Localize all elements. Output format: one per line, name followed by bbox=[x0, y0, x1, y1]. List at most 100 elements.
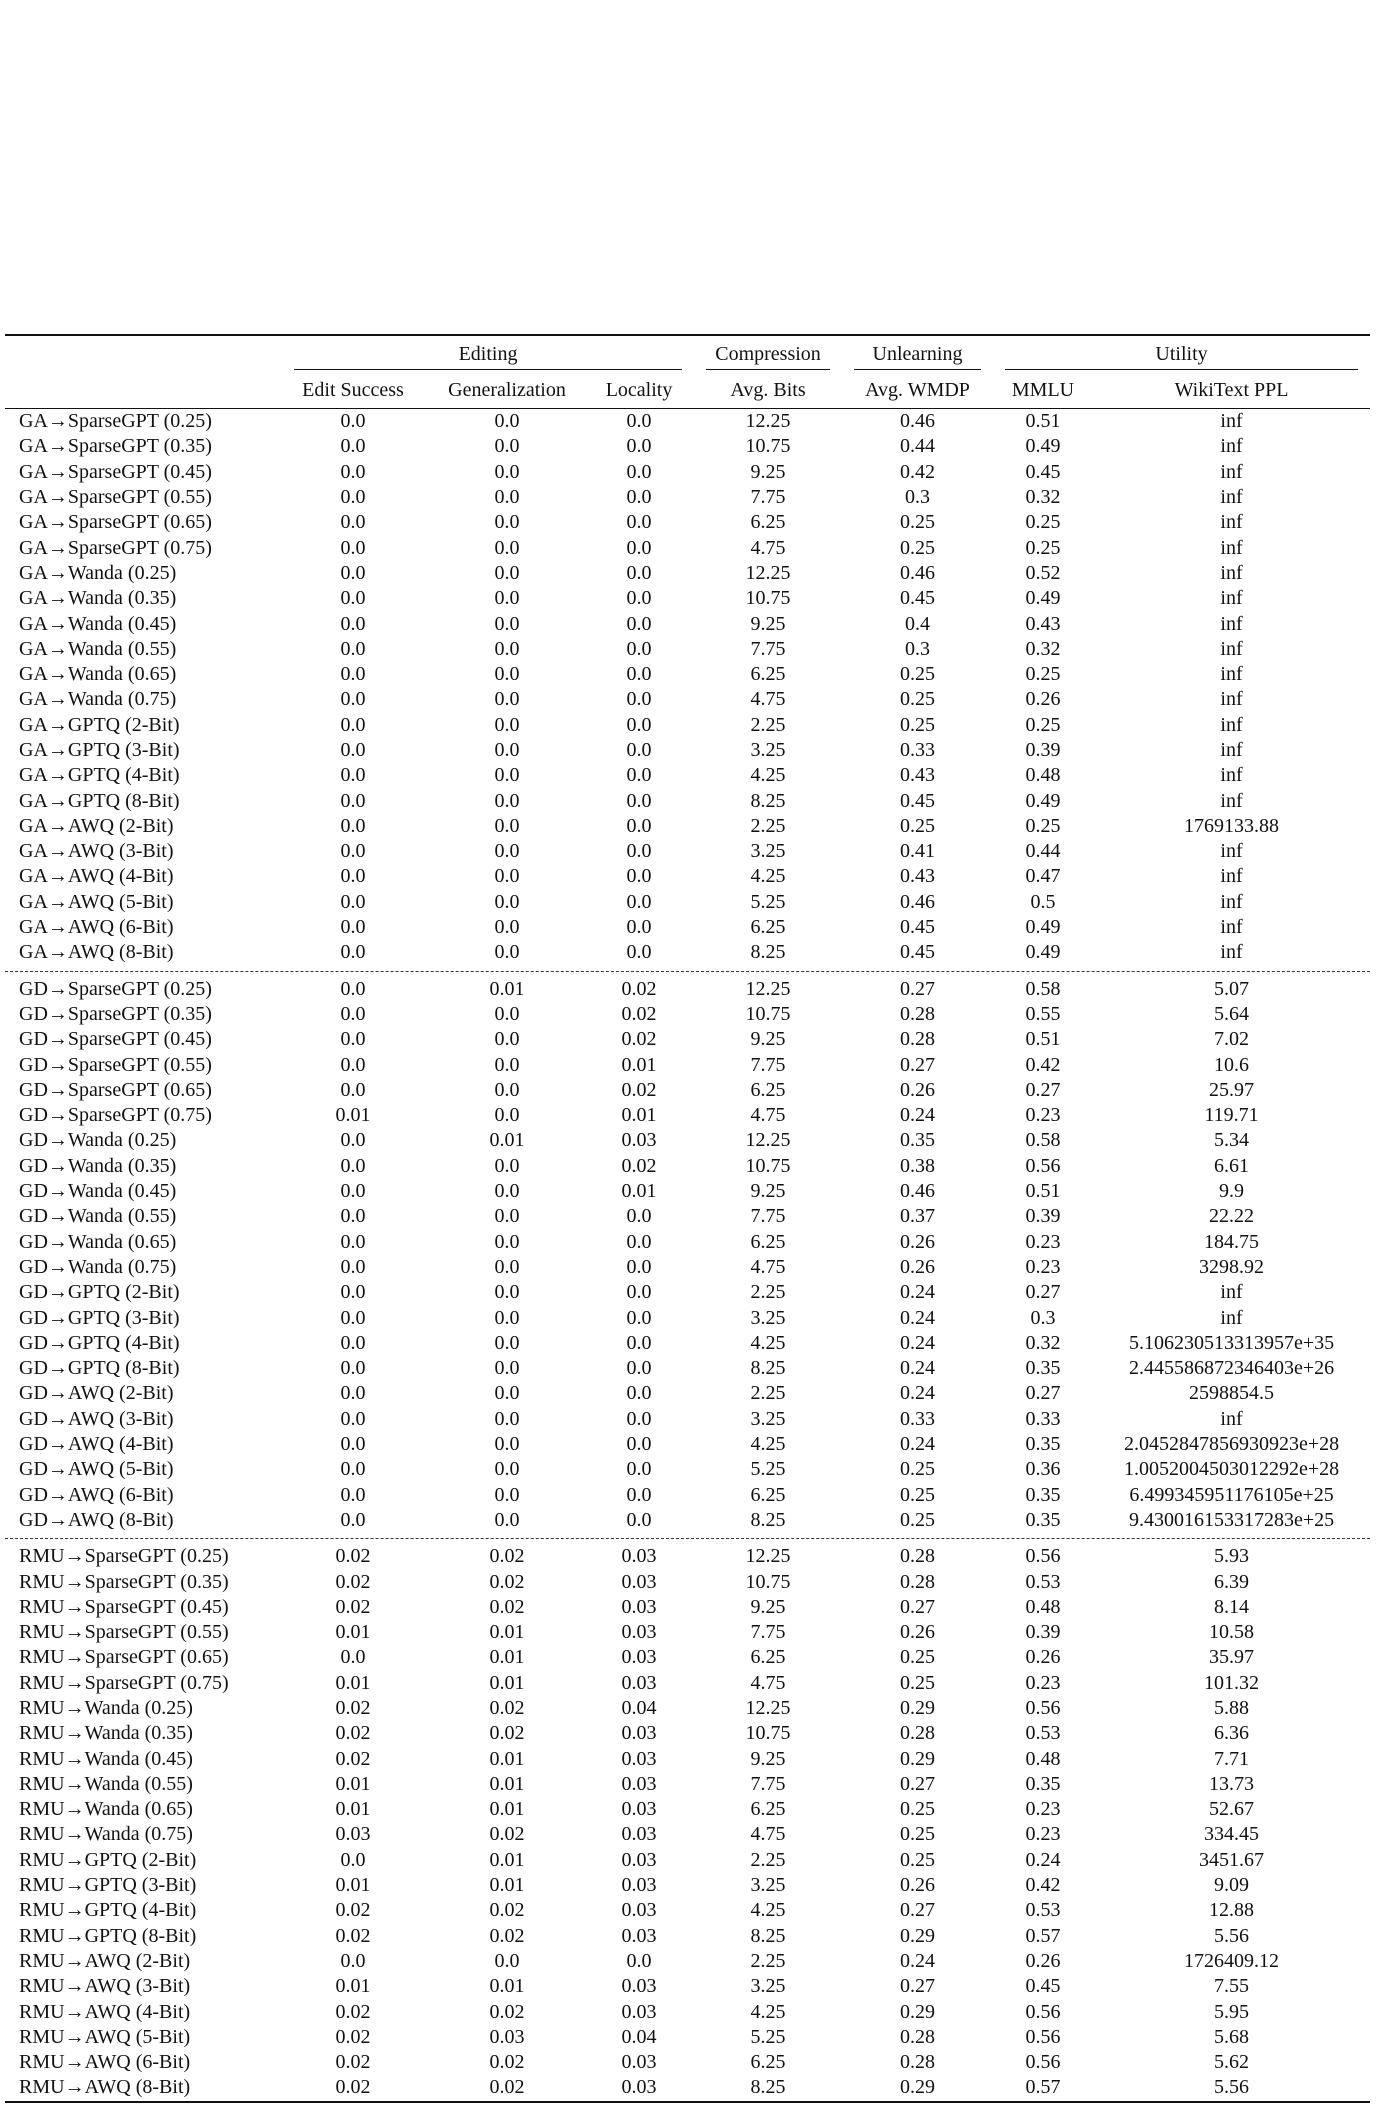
generalization-cell: 0.02 bbox=[489, 1595, 525, 1618]
label-header bbox=[5, 373, 276, 409]
dashed-rule bbox=[5, 970, 1371, 972]
generalization-cell: 0.0 bbox=[494, 663, 520, 686]
locality-cell: 0.03 bbox=[621, 2051, 657, 2074]
locality-cell: 0.0 bbox=[626, 587, 652, 610]
table-row: RMU→GPTQ (8-Bit) 0.02 0.02 0.03 8.25 0.29 0.57… bbox=[5, 1924, 1370, 1949]
wikitext-ppl-cell: 1726409.12 bbox=[1184, 1949, 1280, 1972]
edit-success-cell: 0.01 bbox=[335, 1621, 371, 1644]
table-row: RMU→SparseGPT (0.45) 0.02 0.02 0.03 9.25 0.27… bbox=[5, 1595, 1370, 1620]
avg-bits-cell: 10.75 bbox=[745, 1722, 791, 1745]
wikitext-ppl-cell: 5.62 bbox=[1214, 2051, 1250, 2074]
table-row: GD→Wanda (0.25) 0.0 0.01 0.03 12.25 0.35 0.58 5… bbox=[5, 1128, 1370, 1153]
wikitext-ppl-cell: 5.68 bbox=[1214, 2025, 1250, 2048]
wikitext-ppl-cell: inf bbox=[1220, 587, 1243, 610]
locality-cell: 0.04 bbox=[621, 1696, 657, 1719]
wikitext-ppl-cell: 6.39 bbox=[1214, 1570, 1250, 1593]
edit-success-cell: 0.0 bbox=[340, 977, 366, 1000]
generalization-cell: 0.02 bbox=[489, 2000, 525, 2023]
table-row: RMU→SparseGPT (0.35) 0.02 0.02 0.03 10.75 0.2… bbox=[5, 1569, 1370, 1594]
avg-wmdp-cell: 0.41 bbox=[900, 840, 936, 863]
mmlu-cell: 0.25 bbox=[1025, 663, 1061, 686]
edit-success-cell: 0.0 bbox=[340, 1028, 366, 1051]
table-row: GD→Wanda (0.55) 0.0 0.0 0.0 7.75 0.37 0.39 22.2… bbox=[5, 1204, 1370, 1229]
mmlu-cell: 0.43 bbox=[1025, 612, 1061, 635]
avg-bits-cell: 6.25 bbox=[750, 1646, 786, 1669]
avg-wmdp-cell: 0.25 bbox=[900, 511, 936, 534]
generalization-cell: 0.0 bbox=[494, 1357, 520, 1380]
edit-success-cell: 0.0 bbox=[340, 435, 366, 458]
col-edit-success: Edit Success bbox=[302, 379, 404, 401]
avg-bits-cell: 4.75 bbox=[750, 1671, 786, 1694]
table-row: RMU→Wanda (0.25) 0.02 0.02 0.04 12.25 0.29 0.5… bbox=[5, 1696, 1370, 1721]
generalization-cell: 0.0 bbox=[494, 1331, 520, 1354]
wikitext-ppl-cell: inf bbox=[1220, 1407, 1243, 1430]
row-label-cell: RMU→SparseGPT (0.35) bbox=[19, 1570, 229, 1593]
avg-wmdp-cell: 0.25 bbox=[900, 1458, 936, 1481]
table-row: GA→GPTQ (4-Bit) 0.0 0.0 0.0 4.25 0.43 0.48 inf bbox=[5, 763, 1370, 788]
row-label-cell: RMU→SparseGPT (0.55) bbox=[19, 1621, 229, 1644]
avg-wmdp-cell: 0.28 bbox=[900, 2051, 936, 2074]
avg-bits-cell: 8.25 bbox=[694, 2075, 843, 2103]
table-row: GD→SparseGPT (0.55) 0.0 0.0 0.01 7.75 0.27 0.4… bbox=[5, 1052, 1370, 1077]
wikitext-ppl-cell: 5.64 bbox=[1214, 1002, 1250, 1025]
table-row: GA→SparseGPT (0.65) 0.0 0.0 0.0 6.25 0.25 0.25… bbox=[5, 510, 1370, 535]
mmlu-cell: 0.49 bbox=[1025, 916, 1061, 939]
avg-bits-cell: 12.25 bbox=[745, 1696, 791, 1719]
edit-success-cell: 0.02 bbox=[276, 2075, 430, 2103]
table-row: RMU→GPTQ (2-Bit) 0.0 0.01 0.03 2.25 0.25 0.24 3… bbox=[5, 1848, 1370, 1873]
wikitext-ppl-cell: 6.36 bbox=[1214, 1722, 1250, 1745]
edit-success-cell: 0.01 bbox=[335, 1798, 371, 1821]
avg-wmdp-cell: 0.29 bbox=[842, 2075, 994, 2103]
avg-wmdp-cell: 0.37 bbox=[900, 1205, 936, 1228]
row-label-cell: GA→SparseGPT (0.55) bbox=[19, 486, 212, 509]
group-editing-label: Editing bbox=[294, 339, 683, 370]
wikitext-ppl-cell: inf bbox=[1220, 764, 1243, 787]
wikitext-ppl-cell: 5.88 bbox=[1214, 1696, 1250, 1719]
table-row: GD→AWQ (8-Bit) 0.0 0.0 0.0 8.25 0.25 0.35 9.430… bbox=[5, 1508, 1370, 1533]
generalization-cell: 0.02 bbox=[489, 1899, 525, 1922]
table-row: GD→AWQ (5-Bit) 0.0 0.0 0.0 5.25 0.25 0.36 1.005… bbox=[5, 1457, 1370, 1482]
wikitext-ppl-cell: 7.02 bbox=[1214, 1028, 1250, 1051]
generalization-cell: 0.0 bbox=[494, 1508, 520, 1531]
generalization-cell: 0.0 bbox=[494, 739, 520, 761]
generalization-cell: 0.01 bbox=[489, 1747, 525, 1770]
edit-success-cell: 0.02 bbox=[335, 2051, 371, 2074]
locality-cell: 0.02 bbox=[621, 1028, 657, 1051]
avg-wmdp-cell: 0.27 bbox=[900, 1053, 936, 1076]
edit-success-cell: 0.0 bbox=[340, 486, 366, 509]
row-label-cell: RMU→AWQ (6-Bit) bbox=[19, 2051, 191, 2074]
table-row: GD→Wanda (0.75) 0.0 0.0 0.0 4.75 0.26 0.23 3298… bbox=[5, 1255, 1370, 1280]
edit-success-cell: 0.0 bbox=[340, 1357, 366, 1380]
mmlu-cell: 0.27 bbox=[1025, 1281, 1061, 1304]
edit-success-cell: 0.01 bbox=[335, 1975, 371, 1998]
col-mmlu: MMLU bbox=[1011, 379, 1075, 401]
group-utility: Utility bbox=[993, 335, 1370, 373]
avg-wmdp-cell: 0.25 bbox=[900, 688, 936, 711]
row-label-cell: GA→AWQ (8-Bit) bbox=[19, 941, 174, 964]
mmlu-cell: 0.55 bbox=[1025, 1002, 1061, 1025]
table-row: RMU→AWQ (4-Bit) 0.02 0.02 0.03 4.25 0.29 0.56 5… bbox=[5, 1999, 1370, 2024]
row-label-cell: RMU→AWQ (8-Bit) bbox=[5, 2075, 276, 2103]
edit-success-cell: 0.0 bbox=[340, 1646, 366, 1669]
wikitext-ppl-cell: 184.75 bbox=[1204, 1230, 1260, 1253]
col-avg-bits: Avg. Bits bbox=[730, 379, 806, 401]
locality-cell: 0.0 bbox=[626, 840, 652, 863]
wikitext-ppl-cell: inf bbox=[1220, 511, 1243, 534]
row-label-cell: GA→Wanda (0.75) bbox=[19, 688, 177, 711]
avg-wmdp-cell: 0.28 bbox=[900, 1028, 936, 1051]
edit-success-cell: 0.0 bbox=[340, 713, 366, 736]
row-label-cell: RMU→Wanda (0.45) bbox=[19, 1747, 193, 1770]
table-row: GD→SparseGPT (0.25) 0.0 0.01 0.02 12.25 0.27 0… bbox=[5, 977, 1370, 1002]
wikitext-ppl-cell: 9.9 bbox=[1219, 1180, 1245, 1203]
row-label-cell: RMU→SparseGPT (0.45) bbox=[19, 1595, 229, 1618]
row-label-cell: GD→AWQ (4-Bit) bbox=[19, 1433, 174, 1456]
locality-cell: 0.0 bbox=[626, 1306, 652, 1329]
row-label-cell: RMU→AWQ (5-Bit) bbox=[19, 2025, 191, 2048]
avg-wmdp-cell: 0.24 bbox=[900, 1357, 936, 1380]
avg-wmdp-cell: 0.28 bbox=[900, 1570, 936, 1593]
avg-bits-cell: 5.25 bbox=[750, 2025, 786, 2048]
generalization-cell: 0.01 bbox=[489, 1874, 525, 1897]
avg-bits-cell: 6.25 bbox=[750, 1483, 786, 1506]
edit-success-cell: 0.0 bbox=[340, 1154, 366, 1177]
table-row: GD→GPTQ (4-Bit) 0.0 0.0 0.0 4.25 0.24 0.32 5.10… bbox=[5, 1331, 1370, 1356]
